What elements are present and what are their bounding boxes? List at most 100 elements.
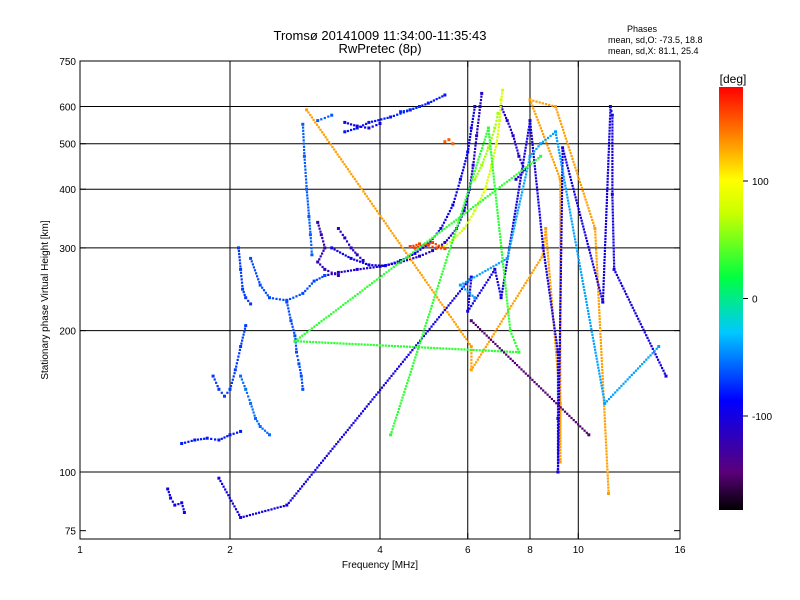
echo-point (454, 236, 457, 239)
echo-point (501, 260, 504, 263)
echo-point (359, 268, 362, 271)
echo-point (323, 246, 327, 250)
echo-point (598, 308, 601, 311)
echo-point (320, 118, 323, 121)
echo-point (606, 462, 609, 465)
echo-point (228, 433, 232, 437)
echo-point (563, 155, 567, 158)
echo-point (558, 177, 562, 181)
echo-point (498, 347, 501, 350)
echo-point (333, 248, 336, 251)
echo-point (355, 253, 359, 257)
echo-point (597, 302, 600, 305)
echo-point (340, 436, 344, 439)
echo-point (558, 332, 562, 336)
echo-point (503, 278, 506, 281)
echo-point (552, 161, 555, 164)
echo-point (497, 325, 500, 328)
echo-point (556, 350, 560, 354)
echo-point (609, 108, 612, 111)
echo-point (601, 300, 605, 304)
echo-point (601, 375, 604, 378)
echo-point (558, 353, 561, 357)
echo-point (532, 156, 535, 159)
echo-point (612, 223, 615, 226)
echo-point (428, 313, 431, 316)
echo-point (353, 128, 356, 131)
echo-point (597, 299, 600, 302)
echo-point (559, 415, 562, 419)
echo-point (560, 248, 563, 252)
echo-point (324, 136, 327, 139)
echo-point (598, 317, 601, 320)
echo-point (558, 460, 562, 464)
echo-point (515, 215, 518, 218)
echo-point (360, 187, 363, 190)
echo-point (600, 384, 603, 387)
echo-point (514, 221, 517, 224)
echo-point (416, 246, 419, 249)
echo-point (622, 382, 625, 385)
echo-point (603, 256, 606, 259)
echo-point (559, 295, 562, 298)
echo-point (383, 264, 387, 268)
echo-point (397, 408, 400, 411)
echo-point (487, 349, 490, 352)
echo-point (603, 411, 606, 414)
echo-point (532, 99, 535, 102)
echo-point (292, 328, 295, 331)
echo-point (559, 340, 562, 343)
echo-point (594, 351, 597, 354)
echo-point (448, 210, 451, 213)
echo-point (550, 306, 553, 309)
echo-point (554, 130, 557, 134)
echo-point (636, 367, 640, 370)
echo-point (544, 234, 547, 237)
echo-point (585, 303, 589, 307)
echo-point (455, 227, 458, 230)
echo-point (533, 381, 536, 384)
echo-point (567, 170, 570, 173)
echo-point (377, 391, 380, 394)
echo-point (620, 384, 623, 388)
echo-point (477, 121, 480, 124)
echo-point (320, 461, 323, 464)
echo-point (302, 129, 305, 132)
echo-point (467, 300, 470, 304)
echo-point (456, 188, 459, 191)
echo-point (559, 400, 562, 404)
echo-point (596, 266, 599, 269)
echo-point (457, 221, 460, 224)
echo-point (336, 249, 339, 253)
echo-point (556, 433, 560, 436)
echo-point (483, 284, 486, 287)
echo-point (435, 98, 438, 101)
echo-point (512, 218, 515, 221)
echo-point (479, 197, 482, 200)
echo-point (302, 126, 305, 129)
echo-point (582, 283, 585, 286)
echo-point (472, 160, 475, 164)
echo-point (306, 203, 310, 206)
echo-point (294, 338, 297, 341)
echo-point (369, 200, 372, 203)
echo-point (368, 283, 371, 287)
echo-point (466, 197, 469, 200)
echo-point (252, 266, 255, 269)
echo-point (467, 148, 470, 151)
echo-point (249, 256, 253, 260)
echo-point (522, 158, 525, 161)
echo-point (415, 353, 418, 356)
echo-point (531, 104, 534, 107)
echo-point (379, 388, 382, 392)
echo-point (279, 505, 282, 508)
echo-point (267, 509, 270, 512)
echo-point (307, 209, 310, 212)
echo-point (526, 134, 529, 137)
echo-point (500, 293, 503, 296)
echo-point (464, 211, 468, 214)
echo-point (403, 358, 406, 361)
echo-point (475, 206, 478, 209)
echo-point (321, 237, 324, 240)
echo-point (509, 128, 512, 131)
